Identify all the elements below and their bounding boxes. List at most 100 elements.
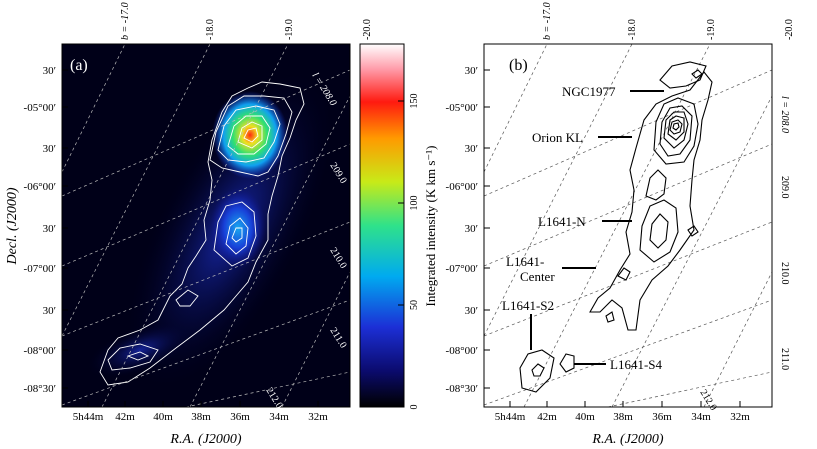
panel-b-dec-tick: 30′ bbox=[465, 305, 478, 317]
contour-center bbox=[617, 267, 631, 281]
panel-a-ra-tick: 40m bbox=[153, 411, 173, 423]
annotation-l1641-center-line1: L1641- bbox=[506, 254, 544, 269]
panel-b-leader-lines bbox=[530, 90, 664, 365]
panel-a: (a) 30′ -05°00′ 30′ -06°00′ 30′ -07°00′ … bbox=[5, 2, 373, 447]
panel-b-b-tick: -18.0 bbox=[627, 19, 638, 40]
panel-a-ra-tick: 32m bbox=[308, 411, 328, 423]
annotation-l1641-s4: L1641-S4 bbox=[610, 357, 663, 372]
panel-a-ra-tick: 42m bbox=[115, 411, 135, 423]
panel-b-galactic-grid bbox=[484, 44, 772, 407]
contour-l1641n bbox=[213, 201, 257, 267]
panel-a-dec-tick: -08°30′ bbox=[24, 383, 56, 395]
panel-b-contours bbox=[519, 61, 713, 393]
contour-level-5 bbox=[237, 121, 263, 149]
panel-b-dec-tick: 30′ bbox=[465, 65, 478, 77]
contour-outer bbox=[99, 81, 305, 386]
colorbar-tick: 0 bbox=[409, 405, 420, 410]
contour-s2-inner bbox=[531, 363, 545, 377]
panel-b-dec-tick: -08°00′ bbox=[446, 345, 478, 357]
panel-a-ra-tick: 5h44m bbox=[73, 411, 104, 423]
panel-b-label: (b) bbox=[509, 57, 528, 74]
panel-a-dec-tick: -08°00′ bbox=[24, 345, 56, 357]
panel-a-b-tick: -18.0 bbox=[205, 19, 216, 40]
diffuse-emission bbox=[87, 322, 193, 378]
contour-l1641n-inner bbox=[649, 213, 669, 249]
panel-a-xlabel: R.A. (J2000) bbox=[169, 432, 241, 447]
grid-b-line bbox=[101, 44, 289, 407]
panel-b-ra-tick: 34m bbox=[691, 411, 711, 423]
panel-a-b-tick: -19.0 bbox=[284, 19, 295, 40]
grid-l-line bbox=[62, 69, 350, 197]
contour-kl-3 bbox=[663, 111, 689, 149]
colorbar-label: Integrated intensity (K km s⁻¹) bbox=[423, 146, 438, 307]
contour-l1641n-peak bbox=[231, 227, 243, 243]
annotation-orion-kl: Orion KL bbox=[532, 130, 583, 145]
panel-b-ra-tick: 32m bbox=[730, 411, 750, 423]
contour-s2 bbox=[519, 349, 555, 393]
panel-b-dec-tick: 30′ bbox=[465, 143, 478, 155]
contour-kl-6 bbox=[672, 122, 680, 131]
panel-a-ylabel: Decl. (J2000) bbox=[5, 187, 20, 265]
panel-b-dec-tick: 30′ bbox=[465, 223, 478, 235]
colorbar-tick: 100 bbox=[409, 196, 420, 211]
panel-a-ra-tick: 36m bbox=[230, 411, 250, 423]
contour-l1641n-inner bbox=[225, 217, 249, 255]
panel-b-ra-tick: 40m bbox=[575, 411, 595, 423]
panel-b-b-tick: -20.0 bbox=[784, 19, 795, 40]
contour-small bbox=[687, 225, 699, 237]
panel-b-dec-tick: -06°00′ bbox=[446, 181, 478, 193]
panel-a-dec-tick: 30′ bbox=[43, 143, 56, 155]
annotation-l1641n: L1641-N bbox=[538, 214, 586, 229]
contour-ngc1977 bbox=[659, 61, 707, 89]
panel-a-ticks bbox=[62, 69, 319, 407]
panel-a-b-tick: -20.0 bbox=[362, 19, 373, 40]
contour-level-3 bbox=[217, 105, 281, 163]
grid-b-line bbox=[281, 271, 350, 407]
contour-level-4 bbox=[227, 115, 271, 155]
panel-a-ra-tick: 34m bbox=[269, 411, 289, 423]
panel-b-ra-tick: 5h44m bbox=[495, 411, 526, 423]
panel-b-dec-tick: -07°00′ bbox=[446, 263, 478, 275]
panel-a-dec-tick: -06°00′ bbox=[24, 181, 56, 193]
panel-a-dec-tick: -05°00′ bbox=[24, 102, 56, 114]
colorbar-tick: 150 bbox=[409, 94, 420, 109]
panel-a-galactic-grid bbox=[62, 44, 350, 407]
panel-a-dec-tick: 30′ bbox=[43, 65, 56, 77]
panel-a-b-tick: b = -17.0 bbox=[120, 2, 131, 40]
colorbar-ticks bbox=[398, 100, 404, 408]
contour-kl-4 bbox=[667, 115, 685, 141]
contour-l1641n bbox=[639, 199, 679, 263]
panel-b-frame bbox=[483, 43, 773, 408]
grid-l-line bbox=[185, 371, 350, 407]
panel-b-dec-tick: -05°00′ bbox=[446, 102, 478, 114]
panel-a-dec-tick: 30′ bbox=[43, 223, 56, 235]
contour-small bbox=[605, 311, 615, 323]
colorbar-gradient bbox=[359, 43, 405, 408]
panel-b-l-tick: l = 208.0 bbox=[779, 96, 790, 133]
colorbar-tick: 50 bbox=[409, 300, 420, 310]
panel-b-ticks bbox=[484, 69, 741, 407]
panel-a-ra-tick: 38m bbox=[191, 411, 211, 423]
panel-b-b-tick: -19.0 bbox=[706, 19, 717, 40]
panel-b-l-tick: 209.0 bbox=[779, 176, 790, 199]
panel-a-label: (a) bbox=[70, 57, 88, 74]
grid-b-line bbox=[62, 44, 211, 337]
contour-ngc1977-inner bbox=[691, 69, 703, 79]
panel-a-dec-tick: -07°00′ bbox=[24, 263, 56, 275]
contour-level-2 bbox=[209, 95, 293, 177]
panel-b: (b) NGC1977 Orion KL L1641-N L1641- Cent… bbox=[446, 2, 795, 447]
panel-a-dec-tick: 30′ bbox=[43, 305, 56, 317]
contour-level-6 bbox=[243, 127, 259, 143]
grid-l-line bbox=[62, 143, 350, 267]
contour-kl-2 bbox=[659, 105, 693, 157]
grid-l-line bbox=[62, 221, 350, 337]
panel-a-contours bbox=[99, 81, 305, 386]
panel-b-xlabel: R.A. (J2000) bbox=[591, 432, 663, 447]
contour-mid bbox=[645, 169, 667, 201]
contour-s2 bbox=[107, 343, 159, 371]
panel-a-frame bbox=[61, 43, 351, 408]
contour-s4 bbox=[559, 353, 575, 373]
grid-b-line bbox=[189, 95, 350, 407]
contour-kl-1 bbox=[653, 97, 699, 165]
